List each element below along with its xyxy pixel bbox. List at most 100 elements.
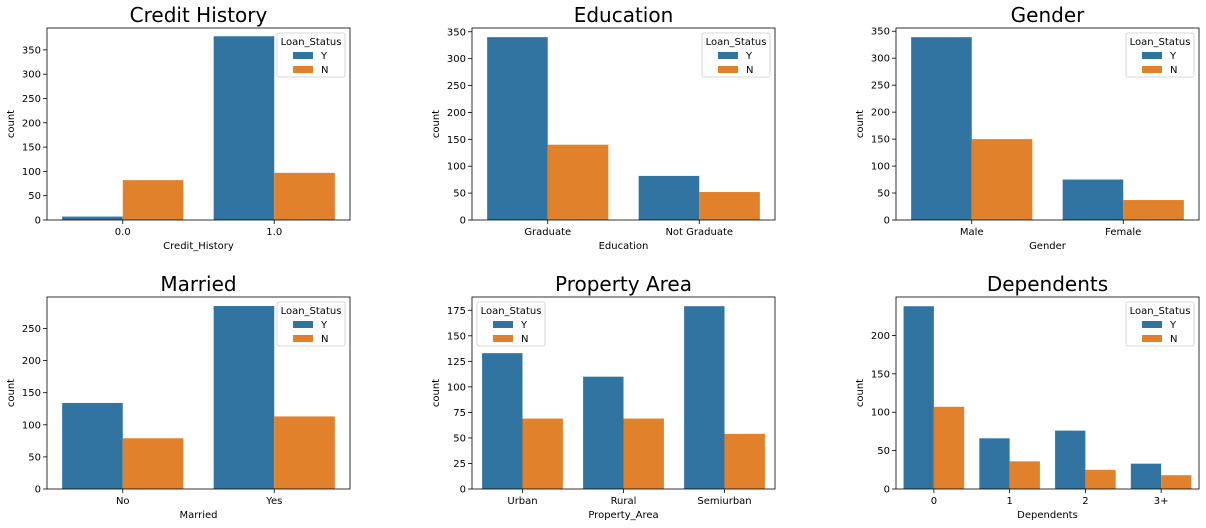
y-tick-label: 50 <box>877 446 890 457</box>
bar-Y-1 <box>979 438 1010 489</box>
legend-label-N: N <box>521 334 528 345</box>
x-axis-label: Education <box>599 241 649 252</box>
legend-swatch-Y <box>718 52 738 59</box>
y-tick-label: 350 <box>871 27 890 38</box>
y-tick-label: 250 <box>22 94 41 105</box>
legend-label-Y: Y <box>1169 51 1177 62</box>
y-tick-label: 350 <box>447 27 466 38</box>
legend-label-Y: Y <box>745 51 753 62</box>
legend-swatch-N <box>718 66 738 73</box>
y-tick-label: 250 <box>447 81 466 92</box>
legend-label-N: N <box>1170 65 1177 76</box>
y-tick-label: 0 <box>35 216 41 227</box>
legend-swatch-Y <box>493 321 513 328</box>
y-tick-label: 300 <box>22 70 41 81</box>
bar-Y-0 <box>903 306 934 489</box>
y-tick-label: 200 <box>871 108 890 119</box>
legend-swatch-N <box>1142 66 1162 73</box>
bar-Y-Female <box>1062 179 1124 220</box>
legend-swatch-N <box>1142 335 1162 342</box>
y-axis-label: count <box>431 110 442 138</box>
y-tick-label: 250 <box>871 81 890 92</box>
y-tick-label: 100 <box>447 162 466 173</box>
bar-Y-0.0 <box>62 216 123 220</box>
bar-N-0 <box>933 406 965 489</box>
legend-title: Loan_Status <box>1130 306 1191 317</box>
chart-title: Credit History <box>130 3 268 27</box>
chart-panel-1: Credit History 0.0 1.0 0 50 100 150 200 250 300 35… <box>6 3 351 252</box>
x-tick-label: No <box>116 496 130 507</box>
x-tick-label: Rural <box>611 496 637 507</box>
y-tick-label: 150 <box>871 369 890 380</box>
y-axis-label: count <box>855 379 866 407</box>
y-tick-label: 125 <box>447 357 466 368</box>
y-tick-label: 0 <box>884 485 890 496</box>
bar-N-Semiurban <box>724 433 765 489</box>
y-tick-label: 250 <box>22 324 41 335</box>
legend-swatch-Y <box>293 52 313 59</box>
y-tick-label: 150 <box>22 388 41 399</box>
x-tick-label: Not Graduate <box>665 227 733 238</box>
y-tick-label: 150 <box>447 331 466 342</box>
legend: Loan_Status YN <box>1125 32 1195 78</box>
y-tick-label: 200 <box>447 108 466 119</box>
legend-swatch-Y <box>1142 321 1162 328</box>
bar-N-1 <box>1009 461 1040 489</box>
y-tick-label: 50 <box>453 433 466 444</box>
y-tick-label: 50 <box>877 189 890 200</box>
x-axis-label: Dependents <box>1017 510 1078 521</box>
chart-panel-3: Gender Male Female 0 50 100 150 200 250 300 350 Gen… <box>855 3 1200 252</box>
y-tick-label: 100 <box>22 167 41 178</box>
bar-Y-Rural <box>583 376 624 489</box>
axes-frame <box>895 27 1200 221</box>
chart-panel-2: Education Graduate Not Graduate 0 50 100 150 20… <box>431 3 776 252</box>
bar-Y-Male <box>911 37 972 220</box>
bar-N-Female <box>1123 200 1184 220</box>
legend-title: Loan_Status <box>281 306 342 317</box>
bar-Y-Semiurban <box>684 306 725 489</box>
y-axis-label: count <box>431 379 442 407</box>
x-tick-label: 3+ <box>1154 496 1169 507</box>
bar-Y-No <box>62 402 123 489</box>
bar-Y-Not Graduate <box>638 175 700 220</box>
x-tick-label: Yes <box>265 496 282 507</box>
x-axis-label: Gender <box>1029 241 1067 252</box>
legend-swatch-N <box>493 335 513 342</box>
y-tick-label: 200 <box>22 356 41 367</box>
x-tick-label: 0 <box>931 496 937 507</box>
bar-N-Graduate <box>547 144 609 220</box>
bar-N-No <box>122 438 184 489</box>
y-axis-label: count <box>855 110 866 138</box>
y-tick-label: 50 <box>28 452 41 463</box>
chart-panel-6: Dependents 0 1 2 3+ 0 50 100 150 200 Dependents cou… <box>855 272 1200 521</box>
bar-Y-Urban <box>482 353 523 489</box>
legend-label-N: N <box>321 65 328 76</box>
legend-label-N: N <box>746 65 753 76</box>
x-tick-label: 0.0 <box>115 227 131 238</box>
legend-title: Loan_Status <box>481 306 542 317</box>
y-tick-label: 150 <box>871 135 890 146</box>
y-tick-label: 100 <box>22 420 41 431</box>
y-axis-label: count <box>6 379 17 407</box>
x-tick-label: Urban <box>507 496 537 507</box>
bar-Y-Yes <box>213 305 275 489</box>
y-tick-label: 100 <box>871 162 890 173</box>
y-tick-label: 0 <box>460 216 466 227</box>
x-tick-label: Graduate <box>524 227 571 238</box>
x-tick-label: 2 <box>1082 496 1088 507</box>
x-axis-label: Property_Area <box>588 510 658 521</box>
y-axis-label: count <box>6 110 17 138</box>
legend-title: Loan_Status <box>706 37 767 48</box>
y-tick-label: 100 <box>871 408 890 419</box>
y-tick-label: 150 <box>22 143 41 154</box>
bar-N-Urban <box>522 418 563 489</box>
x-tick-label: 1 <box>1006 496 1012 507</box>
legend: Loan_Status YN <box>276 301 346 347</box>
chart-title: Education <box>574 3 674 27</box>
y-tick-label: 0 <box>35 485 41 496</box>
x-axis-label: Credit_History <box>163 241 234 252</box>
legend-label-Y: Y <box>320 320 328 331</box>
legend-label-N: N <box>321 334 328 345</box>
legend-swatch-N <box>293 335 313 342</box>
